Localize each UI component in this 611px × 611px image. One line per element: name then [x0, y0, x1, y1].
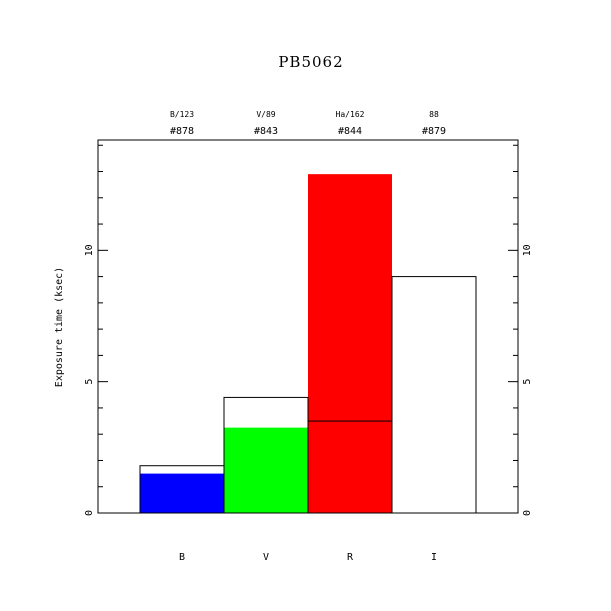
x-tick-label: V: [263, 552, 269, 563]
bar: [308, 174, 392, 513]
y-tick-label-right: 0: [522, 510, 533, 516]
top-number: #844: [338, 126, 362, 137]
y-tick-label-right: 5: [522, 379, 533, 385]
x-tick-label: B: [179, 552, 185, 563]
top-number: #879: [422, 126, 446, 137]
plot-frame: [97, 139, 519, 514]
bar: [224, 427, 308, 513]
top-number: #843: [254, 126, 278, 137]
top-label: B/123: [170, 110, 194, 119]
top-label: 88: [429, 110, 439, 119]
chart-title: PB5062: [278, 53, 343, 71]
bar: [140, 473, 224, 513]
y-tick-label-right: 10: [522, 244, 533, 256]
top-label: V/89: [256, 110, 275, 119]
top-number: #878: [170, 126, 194, 137]
bar-outline: [391, 276, 477, 514]
top-label: Ha/162: [336, 110, 365, 119]
y-axis-label: Exposure time (ksec): [54, 267, 65, 387]
y-tick-label: 10: [84, 244, 95, 256]
y-tick-label: 5: [84, 379, 95, 385]
y-tick-label: 0: [84, 510, 95, 516]
x-tick-label: I: [431, 552, 437, 563]
x-tick-label: R: [347, 552, 354, 563]
